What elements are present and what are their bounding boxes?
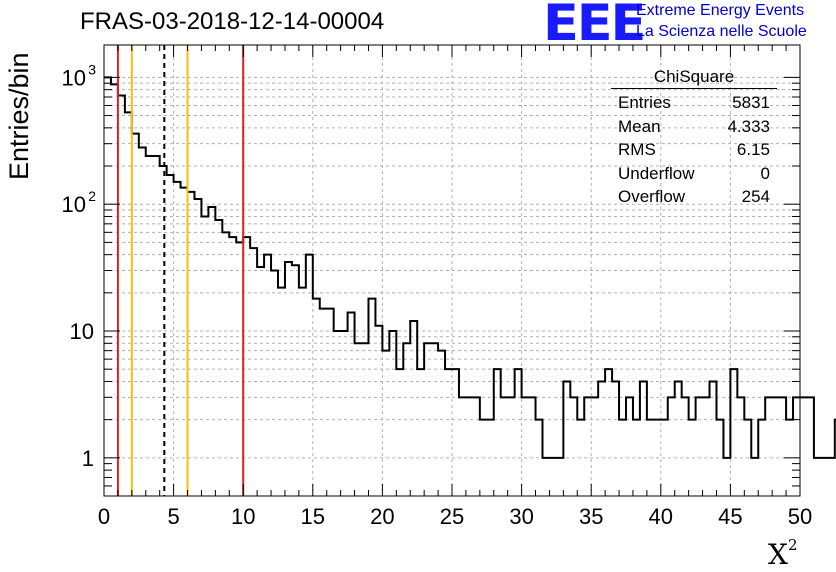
- y-axis-label: Entries/bin: [4, 52, 34, 180]
- stats-row-overflow: Overflow 254: [611, 185, 777, 209]
- stats-value: 254: [741, 187, 770, 206]
- stats-label: Underflow: [618, 163, 695, 183]
- logo-caption-line2: La Scienza nelle Scuole: [636, 23, 807, 40]
- histogram-steps: [104, 76, 836, 459]
- stats-row-entries: Entries 5831: [611, 91, 777, 115]
- stats-label: Mean: [618, 116, 661, 136]
- stats-row-underflow: Underflow 0: [611, 162, 777, 186]
- x-tick-label: 45: [718, 504, 742, 529]
- y-tick-label: 10: [70, 319, 94, 344]
- stats-label: Overflow: [618, 187, 686, 206]
- chart-title: FRAS-03-2018-12-14-00004: [80, 8, 385, 35]
- x-tick-label: 50: [788, 504, 812, 529]
- x-axis-label-base: X: [768, 538, 788, 571]
- x-tick-label: 35: [579, 504, 603, 529]
- stats-value: 4.333: [727, 116, 770, 136]
- stats-value: 0: [760, 163, 770, 183]
- y-tick-label: 10: [62, 65, 86, 90]
- x-tick-label: 5: [167, 504, 179, 529]
- y-tick-label-sup: 2: [88, 188, 96, 204]
- stats-title: ChiSquare: [611, 66, 777, 89]
- stats-label: Entries: [618, 93, 671, 112]
- x-tick-label: 20: [370, 504, 394, 529]
- eee-logo: EEE: [543, 0, 646, 52]
- stats-label: RMS: [618, 140, 656, 159]
- y-tick-label: 10: [62, 192, 86, 217]
- y-tick-label: 1: [82, 446, 94, 471]
- stats-row-mean: Mean 4.333: [611, 115, 777, 139]
- stats-box: ChiSquare Entries 5831 Mean 4.333 RMS 6.15 …: [611, 66, 777, 209]
- stats-value: 5831: [732, 93, 770, 112]
- x-tick-label: 0: [98, 504, 110, 529]
- x-tick-label: 25: [440, 504, 464, 529]
- x-tick-label: 30: [509, 504, 533, 529]
- stats-value: 6.15: [736, 140, 770, 159]
- x-axis-label-sup: 2: [787, 535, 798, 554]
- x-tick-label: 10: [231, 504, 255, 529]
- y-tick-label-sup: 3: [88, 61, 96, 77]
- stats-row-rms: RMS 6.15: [611, 138, 777, 162]
- x-axis-label: X2: [768, 535, 798, 571]
- x-tick-label: 15: [301, 504, 325, 529]
- x-tick-label: 40: [649, 504, 673, 529]
- logo-caption-line1: Extreme Energy Events: [636, 2, 805, 19]
